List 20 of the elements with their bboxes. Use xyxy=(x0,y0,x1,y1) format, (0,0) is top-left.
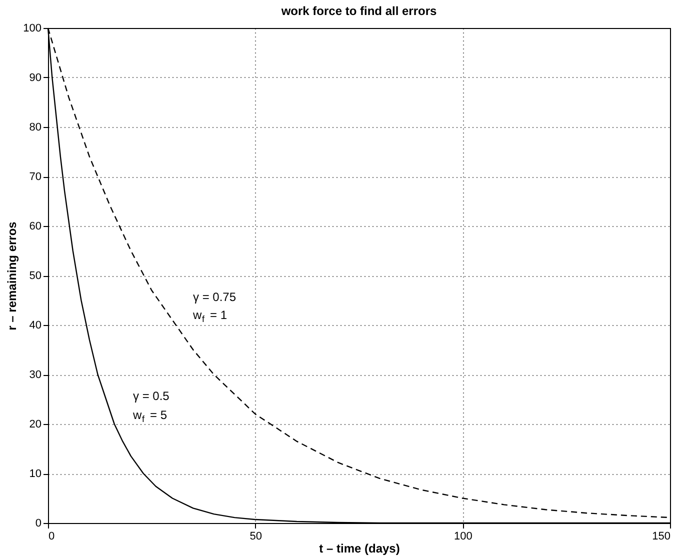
x-axis-title: t – time (days) xyxy=(319,542,400,556)
y-tick-label: 80 xyxy=(29,122,42,134)
annotation: γ = 0.75 xyxy=(193,290,236,304)
y-tick-label: 0 xyxy=(35,518,42,530)
y-tick-label: 70 xyxy=(29,171,42,183)
y-tick-label: 50 xyxy=(29,270,42,282)
y-tick-label: 60 xyxy=(29,220,42,232)
y-tick-label: 20 xyxy=(29,418,42,430)
x-tick-label: 100 xyxy=(454,530,472,542)
x-tick-label: 150 xyxy=(652,530,670,542)
annotation: γ = 0.5 xyxy=(133,389,170,403)
y-tick-label: 30 xyxy=(29,369,42,381)
y-tick-label: 10 xyxy=(29,468,42,480)
x-tick-label: 0 xyxy=(48,530,55,542)
y-tick-label: 40 xyxy=(29,320,42,332)
y-axis-title: r – remaining erros xyxy=(5,221,20,330)
y-tick-label: 100 xyxy=(23,22,42,34)
y-tick-label: 90 xyxy=(29,72,42,84)
chart-title: work force to find all errors xyxy=(280,4,438,18)
x-tick-label: 50 xyxy=(250,530,262,542)
